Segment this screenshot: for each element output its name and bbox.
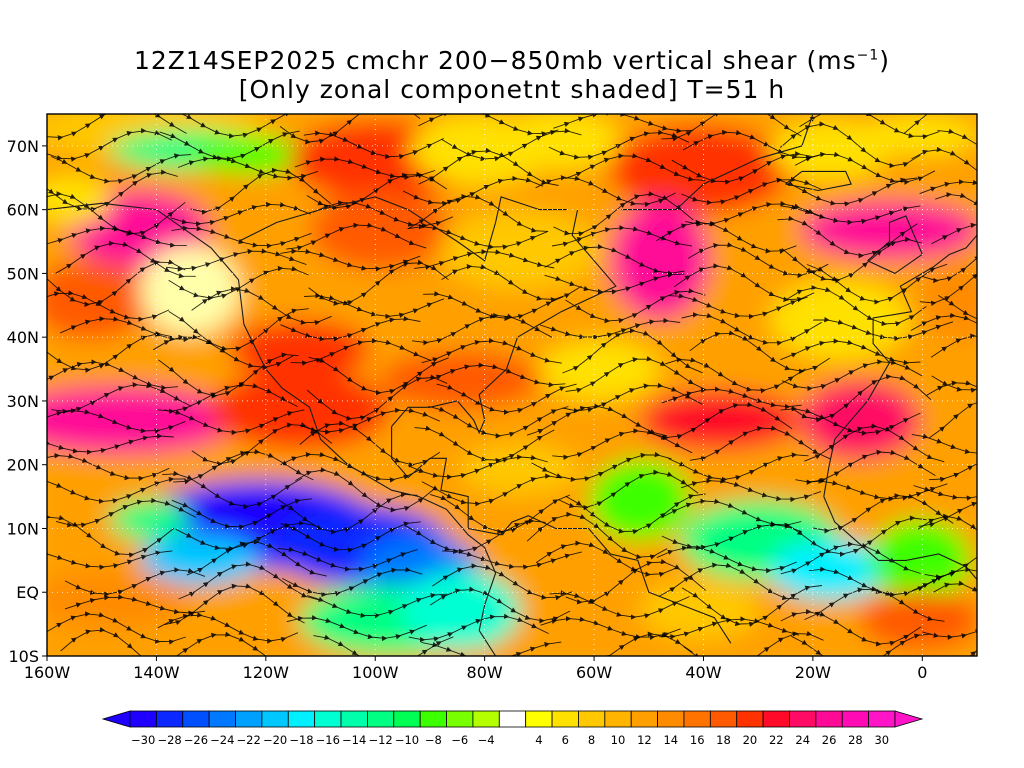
lat-tick-label: 70N <box>7 137 39 156</box>
colorbar-min-arrow <box>101 710 131 728</box>
title-line-1: 12Z14SEP2025 cmchr 200−850mb vertical sh… <box>133 46 891 75</box>
colorbar-label: −20 <box>263 733 287 747</box>
map-panel <box>47 114 977 656</box>
colorbar-swatch <box>287 710 316 728</box>
colorbar-label: −14 <box>342 733 366 747</box>
map-frame <box>46 113 978 657</box>
colorbar-label: −18 <box>289 733 313 747</box>
colorbar-label: −28 <box>157 733 181 747</box>
colorbar-label: 28 <box>848 733 863 747</box>
colorbar-swatch <box>841 710 870 728</box>
colorbar-label: −10 <box>395 733 419 747</box>
colorbar-label: −22 <box>237 733 261 747</box>
colorbar-label: 22 <box>769 733 784 747</box>
colorbar-swatch <box>525 710 553 728</box>
colorbar-label: −8 <box>425 733 442 747</box>
colorbar-label: 8 <box>588 733 595 747</box>
colorbar-swatch <box>129 710 157 728</box>
lon-tick-label: 120W <box>243 663 290 682</box>
lat-tick-label: 40N <box>7 328 39 347</box>
lat-tick-label: 50N <box>7 264 39 283</box>
shear-streamlines <box>47 114 977 656</box>
lon-tick-label: 160W <box>24 663 71 682</box>
colorbar-label: 26 <box>822 733 837 747</box>
colorbar-label: −12 <box>368 733 392 747</box>
lon-tick-label: 60W <box>576 663 612 682</box>
colorbar-label: 4 <box>535 733 542 747</box>
lat-tick-label: 30N <box>7 392 39 411</box>
colorbar: −30 −28 −26 −24 −22 −20 −18 −16 −14 −12 −10 −8 −6 −4 4… <box>101 710 924 747</box>
colorbar-swatch <box>314 710 342 728</box>
colorbar-label: −30 <box>131 733 155 747</box>
colorbar-label: −24 <box>210 733 234 747</box>
colorbar-swatch <box>446 710 474 728</box>
colorbar-swatch <box>789 710 817 728</box>
colorbar-label: −26 <box>184 733 208 747</box>
colorbar-max-arrow <box>894 710 924 728</box>
colorbar-label: 16 <box>690 733 705 747</box>
lat-tick-label: 10N <box>7 519 39 538</box>
lon-tick-label: 20W <box>795 663 831 682</box>
colorbar-swatch <box>736 710 764 728</box>
lat-tick-label: 20N <box>7 456 39 475</box>
lat-tick-label: 10S <box>8 647 39 666</box>
colorbar-label: 6 <box>562 733 569 747</box>
colorbar-label: −4 <box>478 733 495 747</box>
colorbar-label: 20 <box>743 733 758 747</box>
title-unit-superscript: −1 <box>856 47 880 64</box>
colorbar-swatch <box>709 710 738 728</box>
colorbar-swatch <box>868 710 896 728</box>
colorbar-swatch <box>261 710 289 728</box>
lon-tick-label: 80W <box>467 663 503 682</box>
lon-tick-label: 140W <box>133 663 180 682</box>
colorbar-swatch <box>367 710 395 728</box>
latitude-axis: 70N 60N 50N 40N 30N 20N 10N EQ 10S <box>7 137 47 666</box>
colorbar-label: −16 <box>316 733 340 747</box>
lat-tick-label: 60N <box>7 201 39 220</box>
colorbar-swatch <box>235 710 263 728</box>
colorbar-swatch <box>683 710 711 728</box>
colorbar-swatch <box>472 710 500 728</box>
colorbar-label: 10 <box>611 733 626 747</box>
colorbar-swatch <box>498 710 527 728</box>
colorbar-label: 14 <box>663 733 678 747</box>
colorbar-label: 12 <box>637 733 652 747</box>
lon-tick-label: 0 <box>917 663 927 682</box>
colorbar-swatch <box>815 710 843 728</box>
colorbar-swatch <box>419 710 447 728</box>
colorbar-swatch <box>578 710 606 728</box>
lat-lon-grid <box>47 114 977 656</box>
colorbar-swatch <box>604 710 632 728</box>
colorbar-swatch <box>657 710 685 728</box>
colorbar-swatch <box>393 710 421 728</box>
colorbar-label: −6 <box>451 733 468 747</box>
colorbar-swatch <box>551 710 579 728</box>
colorbar-swatch <box>182 710 210 728</box>
colorbar-label: 30 <box>874 733 889 747</box>
title-line-2: [Only zonal componetnt shaded] T=51 h <box>238 75 786 104</box>
colorbar-swatch <box>340 710 368 728</box>
colorbar-label: 24 <box>795 733 810 747</box>
lon-tick-label: 40W <box>685 663 721 682</box>
colorbar-swatch <box>630 710 658 728</box>
lat-tick-label: EQ <box>16 583 39 602</box>
colorbar-swatch <box>762 710 790 728</box>
colorbar-label: 18 <box>716 733 731 747</box>
colorbar-swatch <box>208 710 236 728</box>
lon-tick-label: 100W <box>352 663 399 682</box>
colorbar-swatch <box>155 710 184 728</box>
longitude-axis: 160W 140W 120W 100W 80W 60W 40W 20W 0 <box>24 656 927 682</box>
